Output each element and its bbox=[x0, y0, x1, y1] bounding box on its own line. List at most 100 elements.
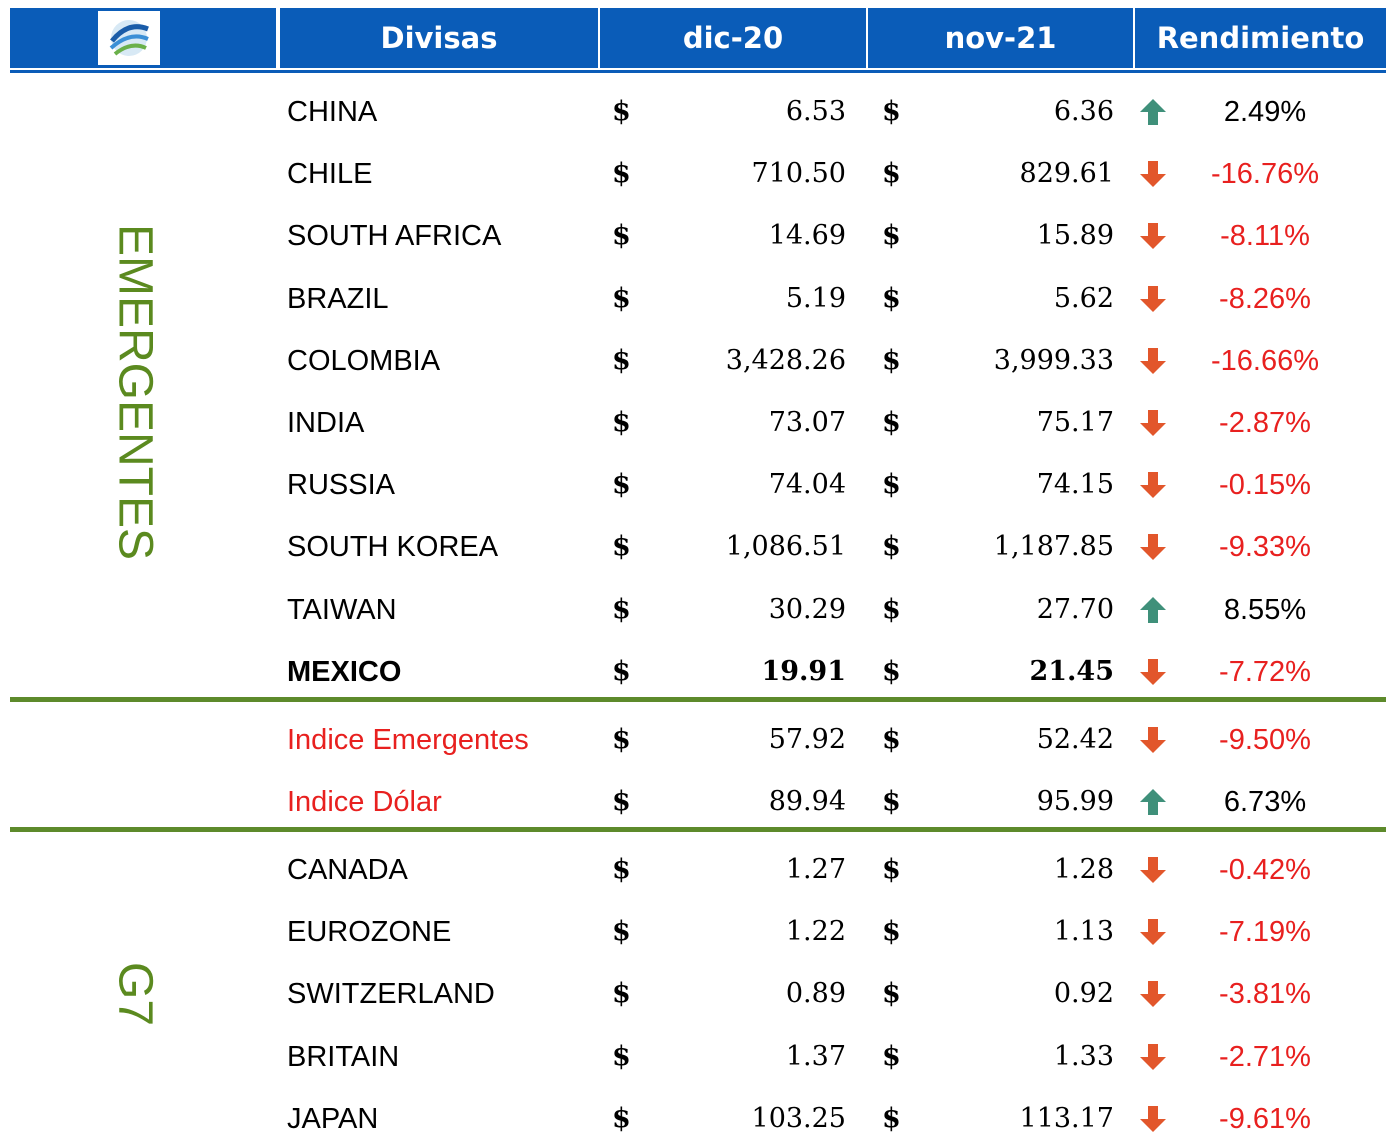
currency-symbol: $ bbox=[612, 916, 631, 948]
arrow-down bbox=[1140, 1105, 1166, 1132]
currency-name: EUROZONE bbox=[287, 916, 452, 949]
currency-symbol: $ bbox=[612, 978, 631, 1010]
currency-symbol: $ bbox=[882, 724, 901, 755]
currency-symbol: $ bbox=[882, 407, 901, 438]
value-nov-21: 6.36 bbox=[1053, 96, 1114, 127]
value-nov-21: 829.61 bbox=[1019, 158, 1114, 190]
currency-symbol: $ bbox=[882, 469, 901, 501]
value-dic-20: 57.92 bbox=[768, 724, 846, 755]
arrow-down bbox=[1140, 472, 1166, 499]
currency-symbol: $ bbox=[612, 469, 631, 501]
currency-symbol: $ bbox=[882, 1102, 901, 1134]
currency-symbol: $ bbox=[612, 531, 631, 563]
arrow-down bbox=[1140, 658, 1166, 685]
rendimiento: -2.87% bbox=[1219, 407, 1311, 439]
value-nov-21: 1,187.85 bbox=[993, 531, 1114, 563]
arrow-down bbox=[1140, 857, 1166, 883]
value-dic-20: 1,086.51 bbox=[725, 531, 846, 563]
value-dic-20: 6.53 bbox=[785, 96, 846, 127]
currency-symbol: $ bbox=[882, 916, 901, 948]
rendimiento: -9.33% bbox=[1219, 531, 1311, 564]
arrow-down bbox=[1140, 1043, 1166, 1070]
rendimiento: 2.49% bbox=[1223, 96, 1307, 128]
currency-symbol: $ bbox=[612, 1102, 631, 1134]
section-divider bbox=[10, 827, 1386, 832]
section-label: G7 bbox=[108, 962, 162, 1027]
arrow-up bbox=[1140, 789, 1166, 816]
rendimiento: -7.72% bbox=[1219, 655, 1311, 688]
rendimiento: 6.73% bbox=[1223, 786, 1307, 819]
currency-name: SOUTH KOREA bbox=[287, 531, 499, 564]
header-cell: nov-21 bbox=[868, 8, 1133, 68]
header-underline bbox=[10, 70, 1386, 73]
value-dic-20: 103.25 bbox=[751, 1102, 846, 1134]
header-cell: Rendimiento bbox=[1135, 8, 1386, 68]
currency-name: TAIWAN bbox=[287, 593, 397, 626]
value-dic-20: 710.50 bbox=[751, 158, 846, 190]
currency-name: BRITAIN bbox=[287, 1040, 400, 1073]
value-nov-21: 21.45 bbox=[1029, 655, 1114, 687]
value-nov-21: 15.89 bbox=[1036, 220, 1114, 252]
currency-symbol: $ bbox=[882, 220, 901, 252]
currency-symbol: $ bbox=[612, 724, 631, 755]
currency-symbol: $ bbox=[612, 96, 631, 127]
value-nov-21: 95.99 bbox=[1036, 786, 1114, 818]
currency-name: MEXICO bbox=[287, 655, 402, 688]
rendimiento: -7.19% bbox=[1219, 916, 1311, 949]
value-dic-20: 30.29 bbox=[768, 593, 846, 625]
value-dic-20: 74.04 bbox=[768, 469, 846, 501]
logo-cell bbox=[10, 8, 276, 68]
arrow-down bbox=[1140, 727, 1166, 753]
currency-symbol: $ bbox=[612, 655, 631, 687]
currency-name: SOUTH AFRICA bbox=[287, 220, 502, 253]
currency-symbol: $ bbox=[882, 1040, 901, 1072]
currency-symbol: $ bbox=[612, 1040, 631, 1072]
currency-symbol: $ bbox=[612, 854, 631, 885]
value-nov-21: 113.17 bbox=[1019, 1102, 1114, 1134]
rendimiento: -3.81% bbox=[1219, 978, 1311, 1011]
value-nov-21: 52.42 bbox=[1036, 724, 1114, 755]
header-cell: Divisas bbox=[280, 8, 598, 68]
rendimiento: -9.61% bbox=[1219, 1102, 1311, 1135]
currency-symbol: $ bbox=[882, 978, 901, 1010]
rendimiento: -9.50% bbox=[1219, 724, 1311, 756]
arrow-down bbox=[1140, 919, 1166, 946]
value-nov-21: 27.70 bbox=[1036, 593, 1114, 625]
currency-symbol: $ bbox=[612, 220, 631, 252]
arrow-down bbox=[1140, 223, 1166, 250]
rendimiento: -16.76% bbox=[1210, 158, 1319, 191]
arrow-down bbox=[1140, 347, 1166, 374]
arrow-down bbox=[1140, 534, 1166, 561]
value-nov-21: 1.28 bbox=[1053, 854, 1114, 885]
header-cell: dic-20 bbox=[600, 8, 866, 68]
arrow-down bbox=[1140, 981, 1166, 1008]
value-dic-20: 73.07 bbox=[768, 407, 846, 438]
value-dic-20: 1.37 bbox=[785, 1040, 846, 1072]
rendimiento: -8.11% bbox=[1220, 220, 1310, 253]
currency-symbol: $ bbox=[882, 158, 901, 190]
currency-symbol: $ bbox=[882, 655, 901, 687]
value-nov-21: 5.62 bbox=[1053, 282, 1114, 314]
value-nov-21: 3,999.33 bbox=[993, 344, 1114, 376]
value-nov-21: 0.92 bbox=[1053, 978, 1114, 1010]
currency-symbol: $ bbox=[882, 344, 901, 376]
arrow-down bbox=[1140, 410, 1166, 436]
value-dic-20: 14.69 bbox=[768, 220, 846, 252]
value-dic-20: 89.94 bbox=[768, 786, 846, 818]
currency-name: JAPAN bbox=[287, 1102, 379, 1135]
value-nov-21: 1.13 bbox=[1053, 916, 1114, 948]
rendimiento: -16.66% bbox=[1210, 344, 1319, 377]
value-nov-21: 1.33 bbox=[1053, 1040, 1114, 1072]
logo bbox=[98, 11, 160, 65]
currency-symbol: $ bbox=[882, 593, 901, 625]
value-dic-20: 1.27 bbox=[785, 854, 846, 885]
arrow-down bbox=[1140, 161, 1166, 188]
value-dic-20: 0.89 bbox=[785, 978, 846, 1010]
currency-symbol: $ bbox=[612, 786, 631, 818]
value-nov-21: 74.15 bbox=[1036, 469, 1114, 501]
currency-name: CHINA bbox=[287, 96, 378, 128]
currency-name: BRAZIL bbox=[287, 282, 389, 315]
currency-symbol: $ bbox=[612, 593, 631, 625]
currency-name: Indice Dólar bbox=[287, 786, 442, 819]
